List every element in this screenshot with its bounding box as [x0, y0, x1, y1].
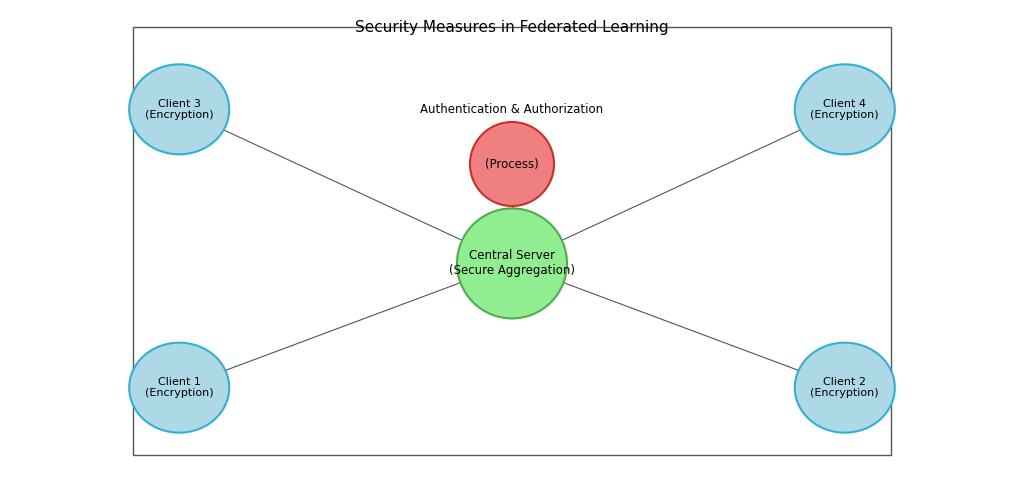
Text: Client 1
(Encryption): Client 1 (Encryption) [144, 377, 214, 399]
Ellipse shape [129, 342, 229, 433]
Ellipse shape [795, 342, 895, 433]
Text: Client 2
(Encryption): Client 2 (Encryption) [810, 377, 880, 399]
Text: Central Server
(Secure Aggregation): Central Server (Secure Aggregation) [449, 249, 575, 277]
Ellipse shape [129, 64, 229, 155]
Text: Security Measures in Federated Learning: Security Measures in Federated Learning [355, 20, 669, 35]
Text: Client 4
(Encryption): Client 4 (Encryption) [810, 98, 880, 120]
Text: Authentication & Authorization: Authentication & Authorization [421, 103, 603, 116]
Text: (Process): (Process) [485, 158, 539, 170]
Ellipse shape [795, 64, 895, 155]
Ellipse shape [470, 122, 554, 206]
Bar [133, 27, 891, 455]
Text: Client 3
(Encryption): Client 3 (Encryption) [144, 98, 214, 120]
Ellipse shape [457, 208, 567, 319]
